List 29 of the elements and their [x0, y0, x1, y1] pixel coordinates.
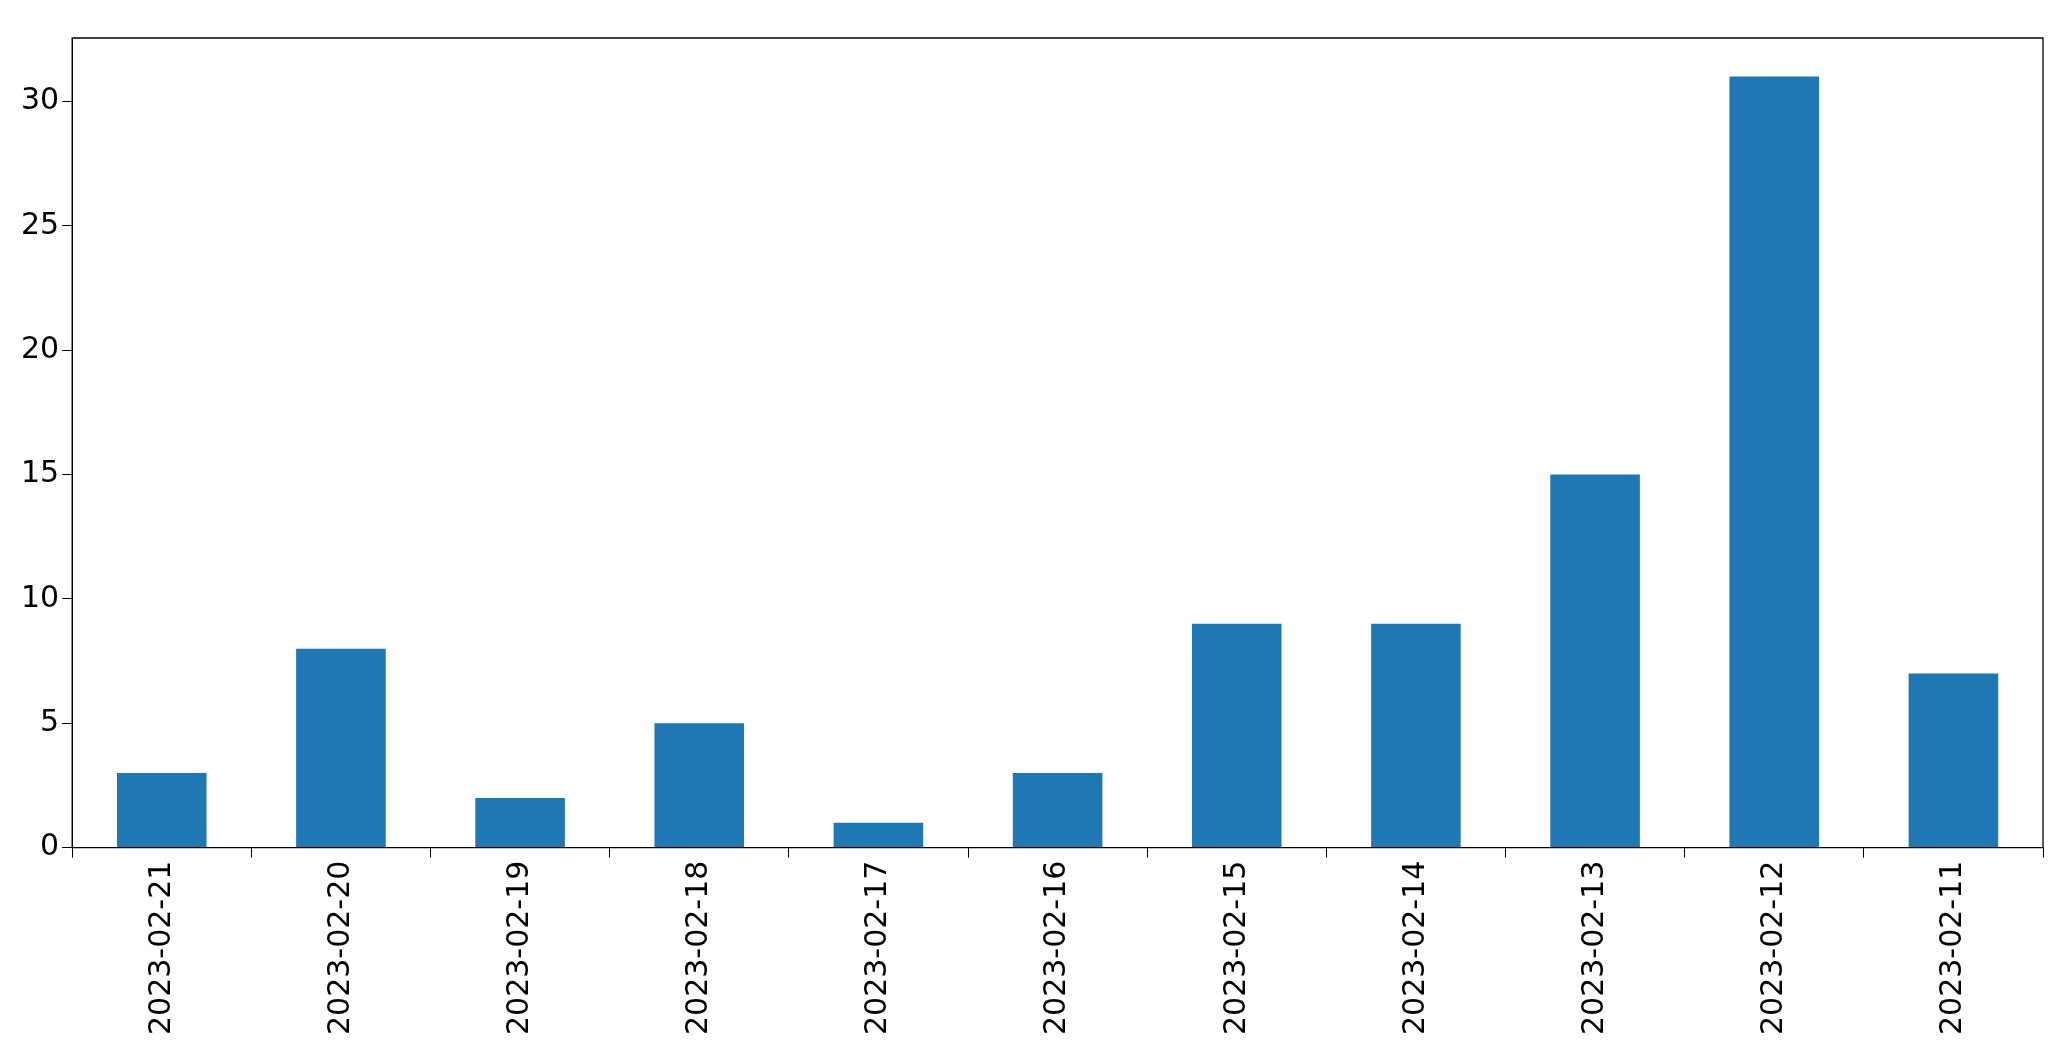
- bar: [475, 797, 565, 848]
- y-tick-label: 30: [20, 81, 60, 117]
- x-tick-label: 2023-02-19: [499, 860, 535, 1036]
- y-tick-label: 15: [20, 454, 60, 490]
- x-tick-label: 2023-02-14: [1395, 860, 1431, 1036]
- bar: [1191, 623, 1282, 848]
- bar: [1908, 673, 1999, 848]
- y-tick-label: 10: [20, 578, 60, 614]
- bar: [833, 822, 924, 848]
- x-tick-label: 2023-02-16: [1037, 860, 1073, 1036]
- bar: [1550, 474, 1640, 848]
- bar: [1371, 623, 1461, 848]
- y-tick-label: 25: [20, 205, 60, 241]
- x-tick-label: 2023-02-18: [679, 860, 715, 1036]
- bar: [654, 723, 745, 848]
- bar: [1729, 76, 1820, 848]
- bar: [296, 648, 386, 848]
- bar: [1012, 773, 1103, 848]
- y-tick-label: 0: [40, 827, 60, 863]
- y-tick-label: 20: [20, 329, 60, 365]
- x-tick-label: 2023-02-21: [141, 860, 177, 1036]
- x-tick-label: 2023-02-17: [858, 860, 894, 1036]
- bar: [116, 773, 207, 848]
- y-tick-label: 5: [40, 703, 60, 739]
- x-tick-label: 2023-02-12: [1754, 860, 1790, 1036]
- x-tick-label: 2023-02-15: [1216, 860, 1252, 1036]
- x-tick-label: 2023-02-11: [1933, 860, 1969, 1036]
- x-tick-label: 2023-02-20: [320, 860, 356, 1036]
- x-tick-label: 2023-02-13: [1574, 860, 1610, 1036]
